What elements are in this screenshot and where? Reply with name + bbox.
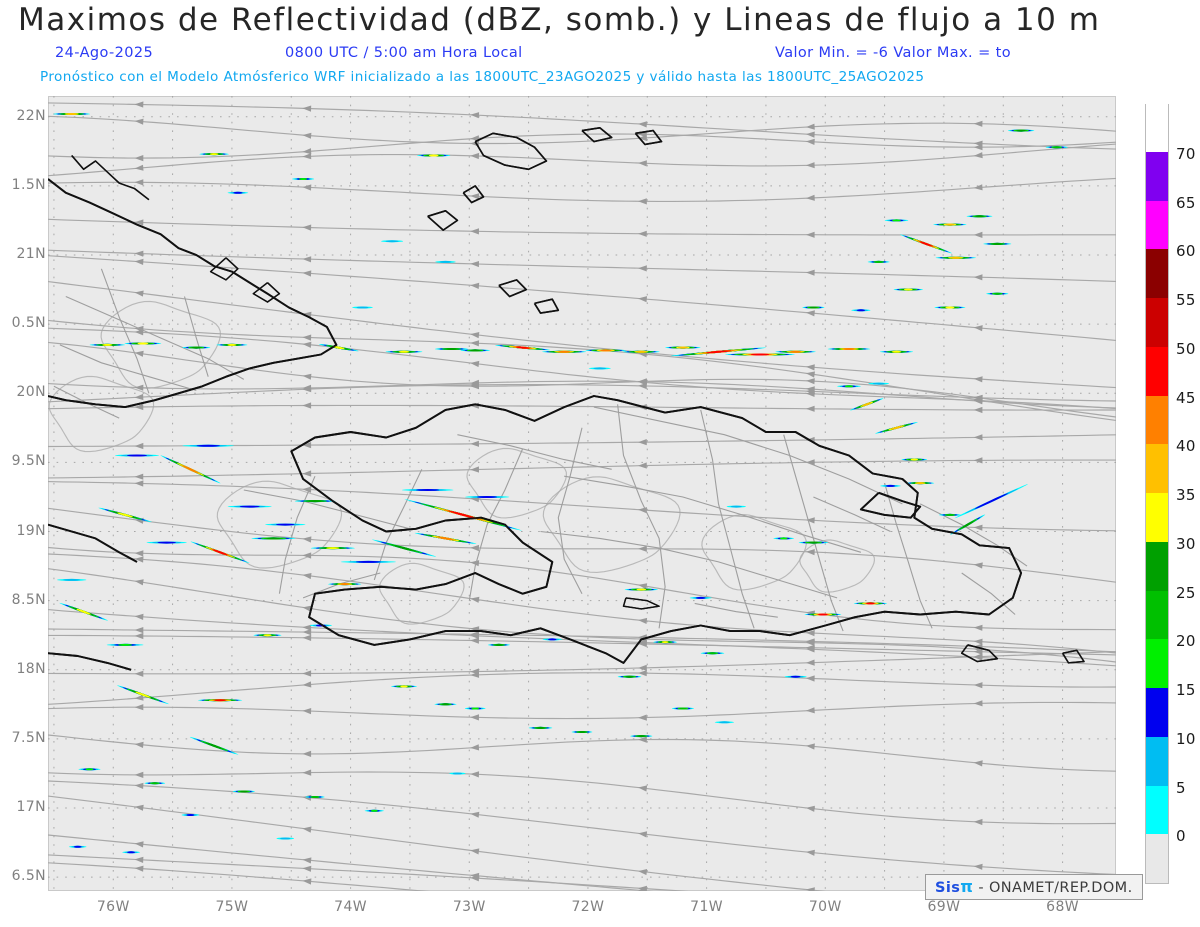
logo-agency-text: - ONAMET/REP.DOM. xyxy=(978,880,1133,896)
colorbar-tick-label: 25 xyxy=(1176,583,1196,602)
map-plot-area xyxy=(48,96,1116,891)
x-tick-label: 75W xyxy=(215,899,249,915)
colorbar-tick-label: 5 xyxy=(1176,778,1186,797)
x-tick-label: 76W xyxy=(96,899,130,915)
x-tick-label: 71W xyxy=(690,899,724,915)
y-tick-label: 21N xyxy=(16,246,46,262)
x-tick-label: 74W xyxy=(334,899,368,915)
colorbar-tick-label: 70 xyxy=(1176,144,1196,163)
colorbar-tick-label: 35 xyxy=(1176,486,1196,504)
colorbar-band xyxy=(1146,688,1168,737)
colorbar-band xyxy=(1146,590,1168,640)
y-tick-label: 17N xyxy=(16,799,46,816)
x-tick-label: 69W xyxy=(927,899,961,915)
colorbar-tick-label: 45 xyxy=(1176,388,1196,407)
y-tick-label: 7.5N xyxy=(11,729,46,746)
model-description: Pronóstico con el Modelo Atmósferico WRF… xyxy=(40,69,925,85)
forecast-date: 24-Ago-2025 xyxy=(55,45,154,61)
y-tick-label: 1.5N xyxy=(11,176,46,193)
colorbar-tick-label: 0 xyxy=(1176,827,1186,846)
y-tick-label: 19N xyxy=(16,522,46,539)
colorbar-tick-label: 30 xyxy=(1176,534,1196,553)
y-tick-label: 20N xyxy=(16,384,46,401)
chart-header: Maximos de Reflectividad (dBZ, somb.) y … xyxy=(0,0,1200,95)
page-title: Maximos de Reflectividad (dBZ, somb.) y … xyxy=(18,2,1101,38)
colorbar-band xyxy=(1146,834,1168,883)
colorbar-band xyxy=(1146,444,1168,493)
agency-logo: Sisπ - ONAMET/REP.DOM. xyxy=(925,874,1143,900)
forecast-time: 0800 UTC / 5:00 am Hora Local xyxy=(285,45,523,61)
x-tick-label: 70W xyxy=(808,899,842,915)
logo-pi-symbol: π xyxy=(960,877,974,896)
colorbar-band xyxy=(1146,493,1168,542)
value-range-label: Valor Min. = -6 Valor Max. = to xyxy=(775,45,1011,61)
map-canvas xyxy=(48,96,1116,891)
colorbar-tick-label: 15 xyxy=(1176,681,1196,699)
colorbar-band xyxy=(1146,395,1168,445)
x-tick-label: 72W xyxy=(571,899,605,915)
colorbar-band xyxy=(1146,200,1168,250)
y-tick-label: 22N xyxy=(16,107,46,124)
colorbar-tick-label: 50 xyxy=(1176,339,1196,358)
y-tick-label: 6.5N xyxy=(11,868,46,885)
y-tick-label: 0.5N xyxy=(11,315,46,332)
colorbar-band xyxy=(1146,541,1168,591)
colorbar-band xyxy=(1146,785,1168,835)
logo-sis-text: Sis xyxy=(935,880,961,896)
colorbar-tick-label: 60 xyxy=(1176,242,1196,261)
colorbar-band xyxy=(1146,346,1168,396)
colorbar-band xyxy=(1146,736,1168,786)
colorbar-tick-label: 10 xyxy=(1176,729,1196,748)
reflectivity-colorbar: 0 5 10 15 20 25 30 35 40 45 50 55 60 65 70 xyxy=(1145,103,1195,884)
colorbar-tick-label: 55 xyxy=(1176,291,1196,309)
colorbar-band xyxy=(1146,151,1168,201)
x-tick-label: 73W xyxy=(452,899,486,915)
colorbar-band xyxy=(1146,249,1168,298)
colorbar-band xyxy=(1146,639,1168,688)
colorbar-band xyxy=(1146,103,1168,152)
y-tick-label: 18N xyxy=(16,660,46,677)
colorbar-tick-label: 65 xyxy=(1176,193,1196,212)
x-tick-label: 68W xyxy=(1046,899,1080,915)
colorbar-band xyxy=(1146,298,1168,347)
colorbar-tick-label: 40 xyxy=(1176,437,1196,456)
y-tick-label: 9.5N xyxy=(11,453,46,470)
colorbar-tick-label: 20 xyxy=(1176,632,1196,651)
y-tick-label: 8.5N xyxy=(11,591,46,608)
